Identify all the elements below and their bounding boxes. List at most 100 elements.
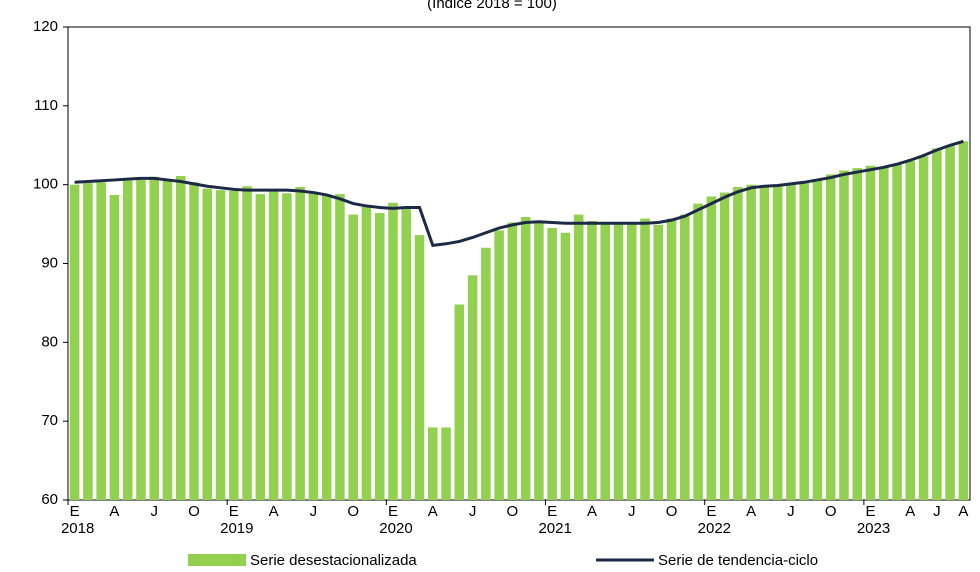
y-tick-label: 80 <box>41 333 58 350</box>
x-tick-label: A <box>958 503 968 520</box>
bar <box>255 194 266 501</box>
bar <box>547 228 557 500</box>
bar <box>335 194 345 501</box>
bar <box>879 166 889 500</box>
bar <box>719 192 730 501</box>
x-tick-label: A <box>746 503 756 520</box>
x-tick-label: J <box>933 503 941 520</box>
x-tick-label: E <box>229 503 239 520</box>
bar <box>918 156 929 500</box>
x-tick-label: O <box>825 503 837 520</box>
bar <box>268 189 279 500</box>
bar <box>361 206 372 501</box>
bar <box>189 182 199 500</box>
bar <box>759 186 770 500</box>
bar <box>454 304 465 500</box>
bar <box>149 176 159 501</box>
x-tick-label: J <box>787 503 795 520</box>
x-tick-label: O <box>507 503 519 520</box>
bar <box>945 145 955 500</box>
x-tick-label: A <box>428 503 438 520</box>
x-tick-label: J <box>310 503 318 520</box>
bar <box>932 148 942 501</box>
x-tick-label: E <box>70 503 80 520</box>
year-label: 2023 <box>857 520 890 537</box>
year-label: 2019 <box>220 520 253 537</box>
bar <box>308 192 319 501</box>
bar <box>175 175 186 500</box>
bar <box>202 188 213 500</box>
x-tick-label: O <box>188 503 200 520</box>
bar <box>825 174 836 500</box>
bar <box>680 214 690 500</box>
year-label: 2018 <box>61 520 94 537</box>
x-tick-label: E <box>706 503 716 520</box>
x-tick-label: J <box>628 503 636 520</box>
year-label: 2020 <box>379 520 412 537</box>
x-tick-label: E <box>388 503 398 520</box>
bar <box>481 247 491 500</box>
bar <box>321 194 332 501</box>
year-label: 2021 <box>538 520 571 537</box>
legend-label: Serie de tendencia-ciclo <box>658 552 818 569</box>
bar <box>733 187 743 500</box>
bar <box>626 223 637 501</box>
bar <box>374 213 385 500</box>
year-label: 2022 <box>698 520 731 537</box>
bar <box>693 203 703 500</box>
y-tick-label: 70 <box>41 412 58 429</box>
bar <box>706 196 717 500</box>
bar <box>467 275 478 500</box>
x-tick-label: O <box>666 503 678 520</box>
bar <box>414 235 425 500</box>
bar <box>666 218 677 500</box>
x-tick-label: O <box>347 503 359 520</box>
bar <box>242 186 252 500</box>
y-tick-label: 60 <box>41 491 58 508</box>
x-tick-label: E <box>866 503 876 520</box>
bar <box>282 193 292 501</box>
bar <box>348 214 358 500</box>
bar <box>852 168 863 500</box>
x-tick-label: A <box>109 503 119 520</box>
bar <box>640 218 650 500</box>
bar <box>560 232 571 500</box>
bar <box>401 209 412 501</box>
bar <box>96 182 106 500</box>
bar <box>494 230 504 500</box>
bar <box>122 180 133 500</box>
y-tick-label: 120 <box>33 18 58 35</box>
bar <box>573 214 584 500</box>
x-tick-label: E <box>547 503 557 520</box>
x-tick-label: A <box>587 503 597 520</box>
bar <box>812 179 823 501</box>
y-tick-label: 110 <box>34 97 58 114</box>
bar <box>587 220 597 500</box>
legend-label: Serie desestacionalizada <box>250 552 417 569</box>
bar <box>746 184 756 500</box>
bar <box>600 223 610 501</box>
y-tick-label: 90 <box>41 254 58 271</box>
x-tick-label: A <box>905 503 915 520</box>
x-tick-label: A <box>269 503 279 520</box>
bar <box>295 187 305 500</box>
bar <box>109 194 120 501</box>
chart-subtitle: (Índice 2018 = 100) <box>427 0 557 12</box>
bar <box>162 180 173 500</box>
bar <box>507 222 518 501</box>
bar <box>441 427 451 500</box>
bar <box>534 220 544 500</box>
bar <box>653 224 664 500</box>
legend-swatch <box>188 554 246 566</box>
bar <box>613 223 624 501</box>
bar <box>799 181 809 500</box>
bar <box>892 164 902 501</box>
y-tick-label: 100 <box>33 176 58 193</box>
bar <box>83 183 93 500</box>
bar <box>772 186 783 500</box>
bar <box>388 202 398 500</box>
trend-line <box>74 139 964 247</box>
bar <box>215 190 226 500</box>
bar <box>905 161 916 500</box>
